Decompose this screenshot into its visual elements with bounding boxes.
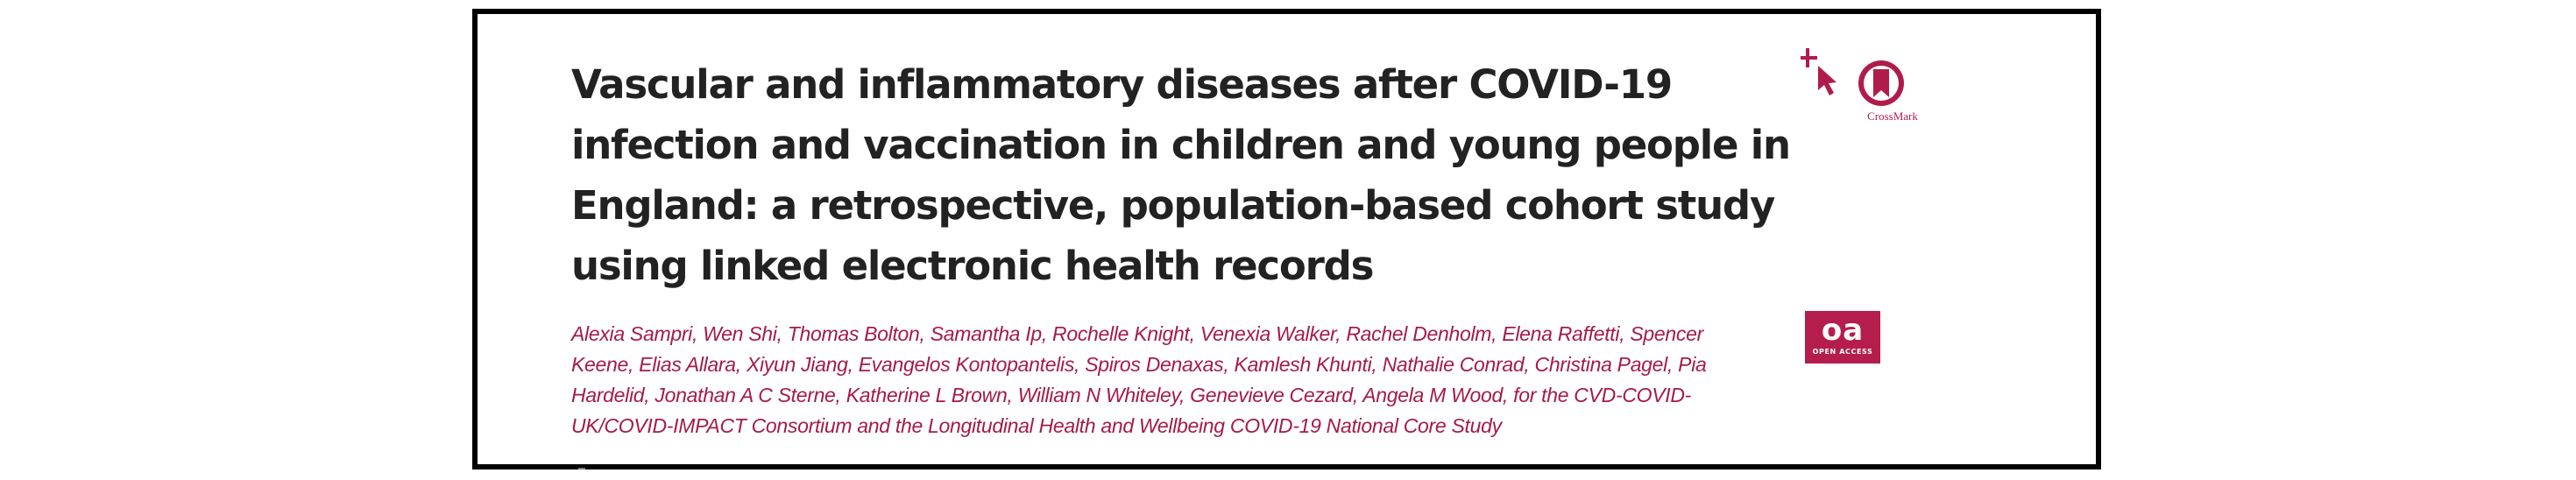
page-mark-divider [578, 468, 585, 469]
oa-label: oa [1821, 313, 1865, 348]
article-title: Vascular and inflammatory diseases after… [571, 61, 1791, 289]
crossmark-label: CrossMark [1867, 109, 1918, 123]
crossmark-badge[interactable]: CrossMark [1801, 48, 1932, 127]
crossmark-icon [1801, 48, 1904, 106]
open-access-badge[interactable]: oa OPEN ACCESS [1805, 311, 1880, 364]
author-list: Alexia Sampri, Wen Shi, Thomas Bolton, S… [571, 322, 1707, 437]
open-access-label: OPEN ACCESS [1812, 348, 1873, 356]
